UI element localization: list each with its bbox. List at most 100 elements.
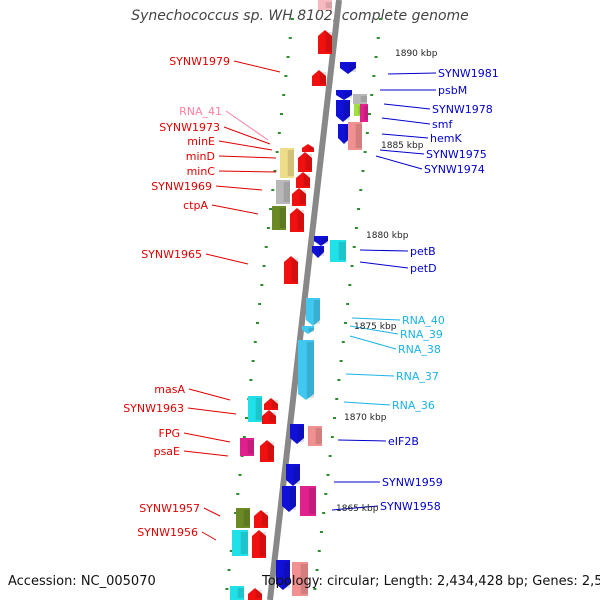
tick-mark [290,18,294,20]
gene-feature [254,510,268,528]
tick-mark [282,94,286,96]
tick-mark [242,436,246,438]
gene-feature [248,396,262,422]
tick-mark [341,341,345,343]
tick-mark [370,94,374,96]
gene-label-synw1958: SYNW1958 [380,500,441,513]
gene-feature-shade [344,92,352,98]
gene-feature [318,0,332,10]
tick-mark [288,37,292,39]
leader-line [233,60,281,73]
gene-feature-shade [283,182,290,202]
gene-feature-shade [360,96,367,102]
leader-line [331,505,379,511]
leader-line [201,531,217,541]
gene-feature [290,208,304,232]
gene-feature [236,508,250,528]
gene-feature-shade [283,562,290,588]
gene-label-synw1974: SYNW1974 [424,163,485,176]
tick-mark [245,417,249,419]
tick-mark [253,341,257,343]
leader-line [343,401,391,406]
accession-text: Accession: NC_005070 [8,574,156,589]
tick-mark [368,113,372,115]
tick-mark [326,474,330,476]
gene-feature [292,562,308,596]
leader-line [225,110,269,141]
gene-feature [276,180,290,204]
gene-label-mind: minD [186,150,215,163]
genome-stats: Topology: circular; Length: 2,434,428 bp… [262,574,600,589]
leader-line [203,507,221,517]
gene-feature [276,560,290,590]
gene-feature [292,188,306,206]
leader-line [223,126,271,145]
gene-features [230,0,368,600]
tick-mark [352,246,356,248]
tick-mark [275,151,279,153]
gene-feature-shade [315,428,322,444]
gene-feature-shade [305,154,312,170]
tick-mark [271,189,275,191]
gene-label-smf: smf [432,118,453,131]
gene-feature [338,124,350,144]
leader-line [359,249,409,252]
gene-label-minc: minC [187,165,216,178]
gene-feature [298,340,314,400]
gene-feature-shade [247,440,254,454]
gene-label-petd: petD [410,262,437,275]
tick-mark [361,170,365,172]
gene-feature [272,206,286,230]
scale-labels: 1890 kbp 1885 kbp 1880 kbp 1875 kbp 1870 kbp… [336,49,438,514]
gene-feature [336,90,352,100]
leader-line [218,155,277,159]
gene-feature [318,30,332,54]
gene-feature [302,144,314,152]
leader-line [211,204,259,215]
tick-mark [354,227,358,229]
leader-line [375,155,423,170]
gene-feature [286,464,300,486]
gene-feature-shade [297,210,304,230]
tick-mark [378,18,382,20]
gene-feature-shade [348,64,356,72]
scale-label: 1865 kbp [336,504,379,514]
leader-line [383,103,431,110]
gene-label-petb: petB [410,245,436,258]
tick-mark [238,474,242,476]
gene-feature [354,104,362,116]
leader-line [359,261,409,269]
tick-mark [251,360,255,362]
gene-feature-shade [297,426,304,442]
gene-feature-shade [306,342,314,398]
gene-feature-shade [355,124,362,148]
tick-mark [273,170,277,172]
leader-line [387,72,437,75]
gene-feature [308,426,322,446]
gene-feature-shade [243,510,250,526]
gene-feature [312,70,326,86]
gene-feature [280,148,294,178]
leader-line [205,253,249,265]
tick-mark [350,265,354,267]
gene-feature-shade [240,532,248,554]
gene-feature-shade [303,174,310,186]
tick-mark [343,322,347,324]
tick-mark [286,56,290,58]
gene-feature [340,62,356,74]
gene-label-synw1965: SYNW1965 [141,248,202,261]
gene-label-rna-39: RNA_39 [400,328,443,341]
leader-line [381,133,429,139]
gene-feature [348,122,362,150]
gene-feature-shade [364,106,368,120]
gene-feature-shade [325,32,332,52]
gene-feature-shade [259,532,266,556]
gene-label-fpg: FPG [159,427,180,440]
gene-feature [232,530,248,556]
tick-mark [264,246,268,248]
scale-label: 1880 kbp [366,231,409,241]
leader-line [337,439,387,442]
tick-mark [322,512,326,514]
gene-feature-shade [291,258,298,282]
